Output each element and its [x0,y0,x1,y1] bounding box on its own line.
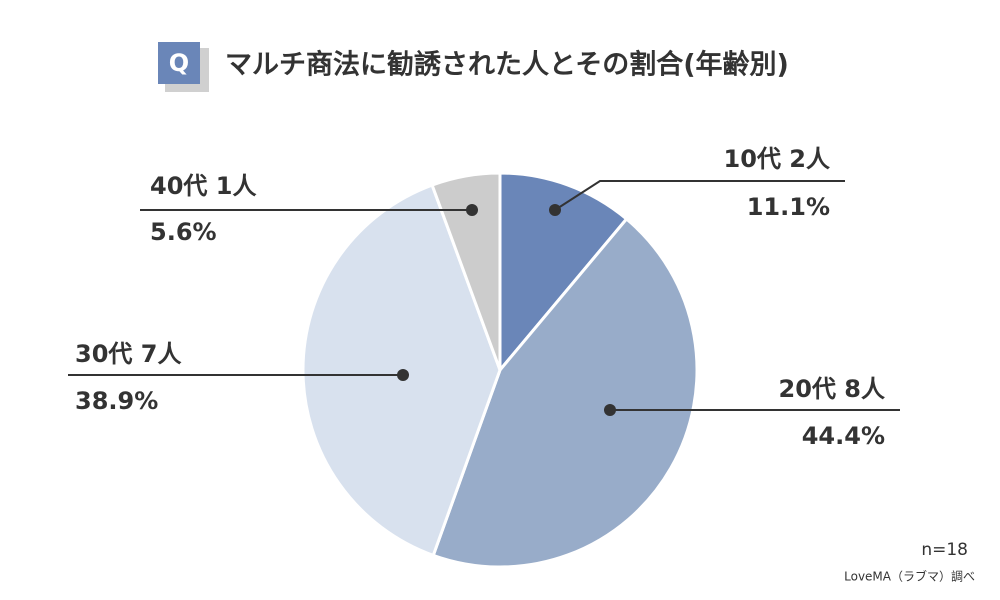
source: LoveMA（ラブマ）調べ [844,569,975,584]
badge [158,42,200,84]
pie-slice [498,171,629,375]
value-label: 5.6% [150,218,217,246]
leader-dot [604,404,616,416]
leader-dot [549,204,561,216]
slice-label: 30代 7人 [75,340,181,368]
value-label: 38.9% [75,387,158,415]
slice-label: 10代 2人 [724,145,830,173]
leader-line [554,180,845,211]
leader-dot [466,204,478,216]
slice-label: 20代 8人 [779,375,885,403]
note: n=18 [921,540,968,560]
slice-label: 40代 1人 [150,172,256,200]
pie-slice [430,171,502,371]
chart-title: マルチ商法に勧誘された人とその割合(年齢別) [225,49,789,81]
leader-dot [397,369,409,381]
badge-text: Q [169,49,189,77]
pie-slice [431,216,699,569]
value-label: 44.4% [802,422,885,450]
value-label: 11.1% [747,193,830,221]
